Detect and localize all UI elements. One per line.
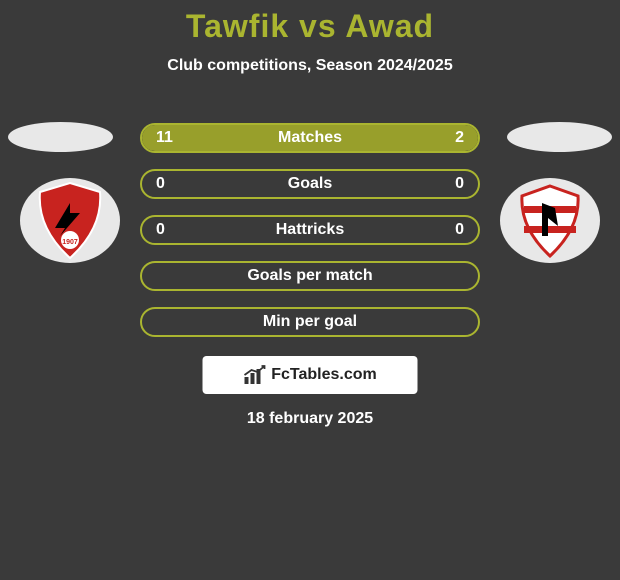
page-title: Tawfik vs Awad [0,0,620,45]
stat-row: 0 0 Goals [140,169,480,199]
stat-value-right: 0 [455,221,464,239]
stat-label: Goals per match [247,267,372,285]
club-badge-left: 1907 [20,178,120,263]
vs-text: vs [299,8,337,44]
branding-box: FcTables.com [203,356,418,394]
stat-label: Goals [288,175,332,193]
svg-text:1907: 1907 [62,239,78,246]
stat-row: 0 0 Hattricks [140,215,480,245]
branding-text: FcTables.com [271,366,377,384]
player1-ellipse [8,122,113,152]
stat-value-left: 0 [156,221,165,239]
stat-fill-left [142,125,404,151]
stat-fill-right [404,125,478,151]
al-ahly-crest-icon: 1907 [20,178,120,263]
subtitle: Club competitions, Season 2024/2025 [0,57,620,75]
stat-value-right: 2 [455,129,464,147]
stat-label: Min per goal [263,313,357,331]
stat-value-left: 11 [156,129,173,147]
stat-row: Min per goal [140,307,480,337]
player1-name: Tawfik [186,8,289,44]
chart-icon [243,365,267,385]
stat-label: Matches [278,129,342,147]
comparison-card: Tawfik vs Awad Club competitions, Season… [0,0,620,580]
stat-value-left: 0 [156,175,165,193]
date-text: 18 february 2025 [0,410,620,428]
stat-label: Hattricks [276,221,344,239]
stat-value-right: 0 [455,175,464,193]
player2-name: Awad [345,8,434,44]
club-badge-right [500,178,600,263]
zamalek-crest-icon [500,178,600,263]
stats-list: 11 2 Matches 0 0 Goals 0 0 Hattricks Goals per ma… [140,123,480,337]
stat-row: 11 2 Matches [140,123,480,153]
stat-row: Goals per match [140,261,480,291]
player2-ellipse [507,122,612,152]
